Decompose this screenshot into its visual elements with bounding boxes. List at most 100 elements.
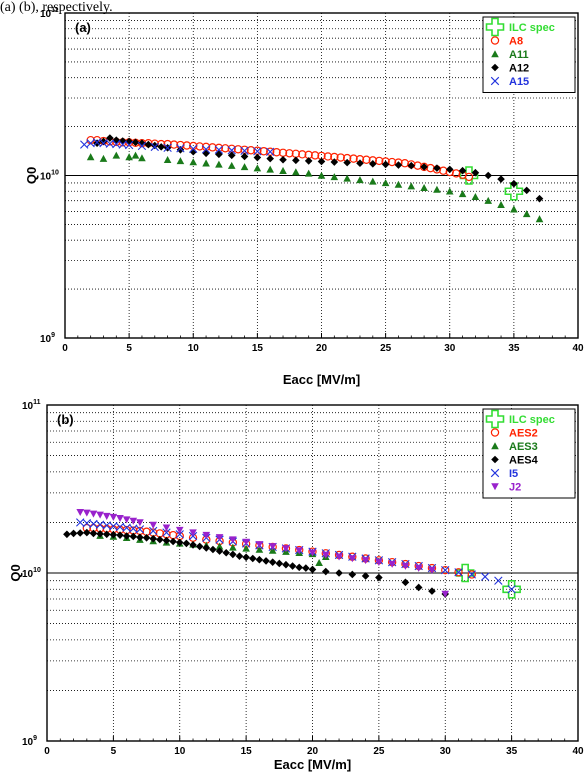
- series-a15-point: [150, 142, 159, 152]
- series-aes4-point: [242, 553, 250, 562]
- series-a15-point: [189, 144, 198, 153]
- series-aes4-point: [302, 564, 310, 572]
- series-aes4-point: [248, 554, 257, 563]
- series-a12-point: [106, 134, 114, 142]
- series-a12-point: [93, 139, 101, 148]
- series-a12-point: [150, 141, 159, 150]
- series-a11-point: [163, 155, 172, 163]
- series-j2-point: [361, 557, 370, 565]
- series-a12-point: [253, 153, 262, 162]
- series-aes4-point: [116, 531, 124, 539]
- series-i5-point: [441, 565, 450, 575]
- series-a15: [80, 138, 275, 156]
- series-a15-point: [99, 139, 108, 148]
- series-a15-point: [176, 144, 185, 153]
- series-a8-point: [221, 144, 230, 153]
- panel-label: (b): [57, 412, 74, 427]
- series-a11-point: [433, 185, 441, 193]
- series-aes4-point: [335, 569, 343, 577]
- x-tick-label: 20: [316, 343, 328, 354]
- series-a15-point: [118, 140, 127, 149]
- series-i5-point: [75, 518, 85, 527]
- series-a11: [86, 151, 544, 223]
- series-a12-point: [131, 138, 140, 147]
- series-a11-point: [131, 151, 140, 159]
- series-a12-point: [484, 171, 493, 180]
- series-a11-point: [86, 153, 95, 161]
- series-a15-point: [105, 139, 115, 148]
- legend-a8-legend-point: [490, 36, 500, 45]
- series-j2-point: [401, 562, 410, 570]
- series-a8-point: [285, 149, 294, 158]
- series-a12-point: [202, 149, 210, 158]
- x-tick-label: 35: [506, 746, 518, 757]
- series-aes3-point: [255, 545, 264, 553]
- x-tick-label: 10: [174, 746, 186, 757]
- x-tick-label: 30: [440, 746, 452, 757]
- legend-a15-legend-point: [490, 76, 500, 86]
- series-j2-point: [428, 566, 436, 574]
- series-a11-point: [369, 177, 377, 185]
- series-i5-point: [89, 519, 98, 529]
- series-i5-point: [102, 521, 111, 530]
- series-a15-point: [201, 145, 211, 154]
- legend-a11-label: A11: [509, 49, 529, 61]
- series-j2-point: [321, 551, 330, 559]
- series-j2-point: [83, 509, 91, 517]
- series-aes4-point: [295, 563, 304, 572]
- legend-a15-label: A15: [509, 76, 529, 88]
- series-a12-point: [118, 137, 127, 145]
- series-a12-point: [471, 168, 480, 177]
- x-tick-label: 40: [572, 343, 584, 354]
- series-i5-point: [175, 530, 184, 539]
- series-a11-point: [445, 187, 454, 195]
- caption-fragment: (a) (b), respectively.: [0, 0, 113, 15]
- series-aes4-point: [275, 559, 284, 568]
- chart-panel-b: 0 5 10 15 20 25 30 35 40 109 1010 1011 Eacc [MV/m] Q0…: [8, 399, 584, 772]
- series-aes4: [63, 528, 450, 598]
- legend-aes3-label: AES3: [509, 441, 538, 453]
- y-tick-label: 1010: [22, 567, 41, 580]
- series-aes4-point: [149, 534, 157, 543]
- series-j2-point: [162, 524, 171, 532]
- series-aes3-point: [229, 543, 237, 551]
- x-tick-label: 0: [62, 343, 68, 354]
- legend-aes3-legend-point: [491, 442, 499, 450]
- series-j2-point: [149, 521, 157, 529]
- series-a8-point: [387, 157, 397, 167]
- series-i5-point: [115, 522, 125, 532]
- legend-a8-label: A8: [509, 36, 523, 48]
- series-aes2-point: [467, 570, 476, 579]
- series-j2-point: [242, 538, 250, 546]
- series-j2-point: [136, 519, 144, 527]
- series-a11-point: [112, 151, 121, 159]
- series-aes2-point: [454, 568, 463, 577]
- series-aes4-point: [321, 567, 330, 576]
- x-axis-label: Eacc [MV/m]: [274, 757, 351, 772]
- legend-a12-legend-point: [491, 63, 499, 72]
- series-a12-point: [266, 154, 274, 163]
- series-aes4-point: [89, 529, 98, 538]
- legend-ilc-spec-legend-point: [485, 409, 505, 429]
- series-aes2: [82, 523, 476, 579]
- legend-i5-label: I5: [509, 468, 518, 480]
- series-aes4-point: [348, 570, 357, 579]
- series-j2-point: [229, 536, 237, 544]
- series-a11-point: [407, 182, 416, 190]
- series-a12-point: [279, 155, 287, 164]
- series-j2-point: [335, 553, 343, 561]
- series-aes4-point: [182, 539, 191, 548]
- series-a12-point: [292, 156, 300, 165]
- series-aes4-point: [288, 562, 297, 570]
- series-aes4-point: [83, 528, 91, 537]
- series-aes3-point: [215, 542, 224, 550]
- series-a12-point: [510, 179, 518, 188]
- series-a11-point: [99, 154, 108, 162]
- series-a8-point: [349, 154, 358, 163]
- legend-a11-legend-point: [491, 50, 499, 58]
- series-aes4-point: [414, 583, 423, 592]
- series-a12-point: [497, 175, 505, 183]
- series-a8-point: [259, 147, 268, 156]
- series-j2-point: [308, 549, 317, 557]
- series-a15-point: [266, 147, 275, 156]
